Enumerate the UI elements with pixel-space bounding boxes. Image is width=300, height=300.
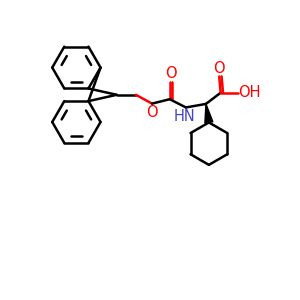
Text: OH: OH <box>238 85 260 100</box>
Polygon shape <box>205 104 213 123</box>
Text: HN: HN <box>174 110 195 124</box>
Text: O: O <box>146 105 158 120</box>
Text: O: O <box>213 61 225 76</box>
Text: O: O <box>165 66 177 81</box>
